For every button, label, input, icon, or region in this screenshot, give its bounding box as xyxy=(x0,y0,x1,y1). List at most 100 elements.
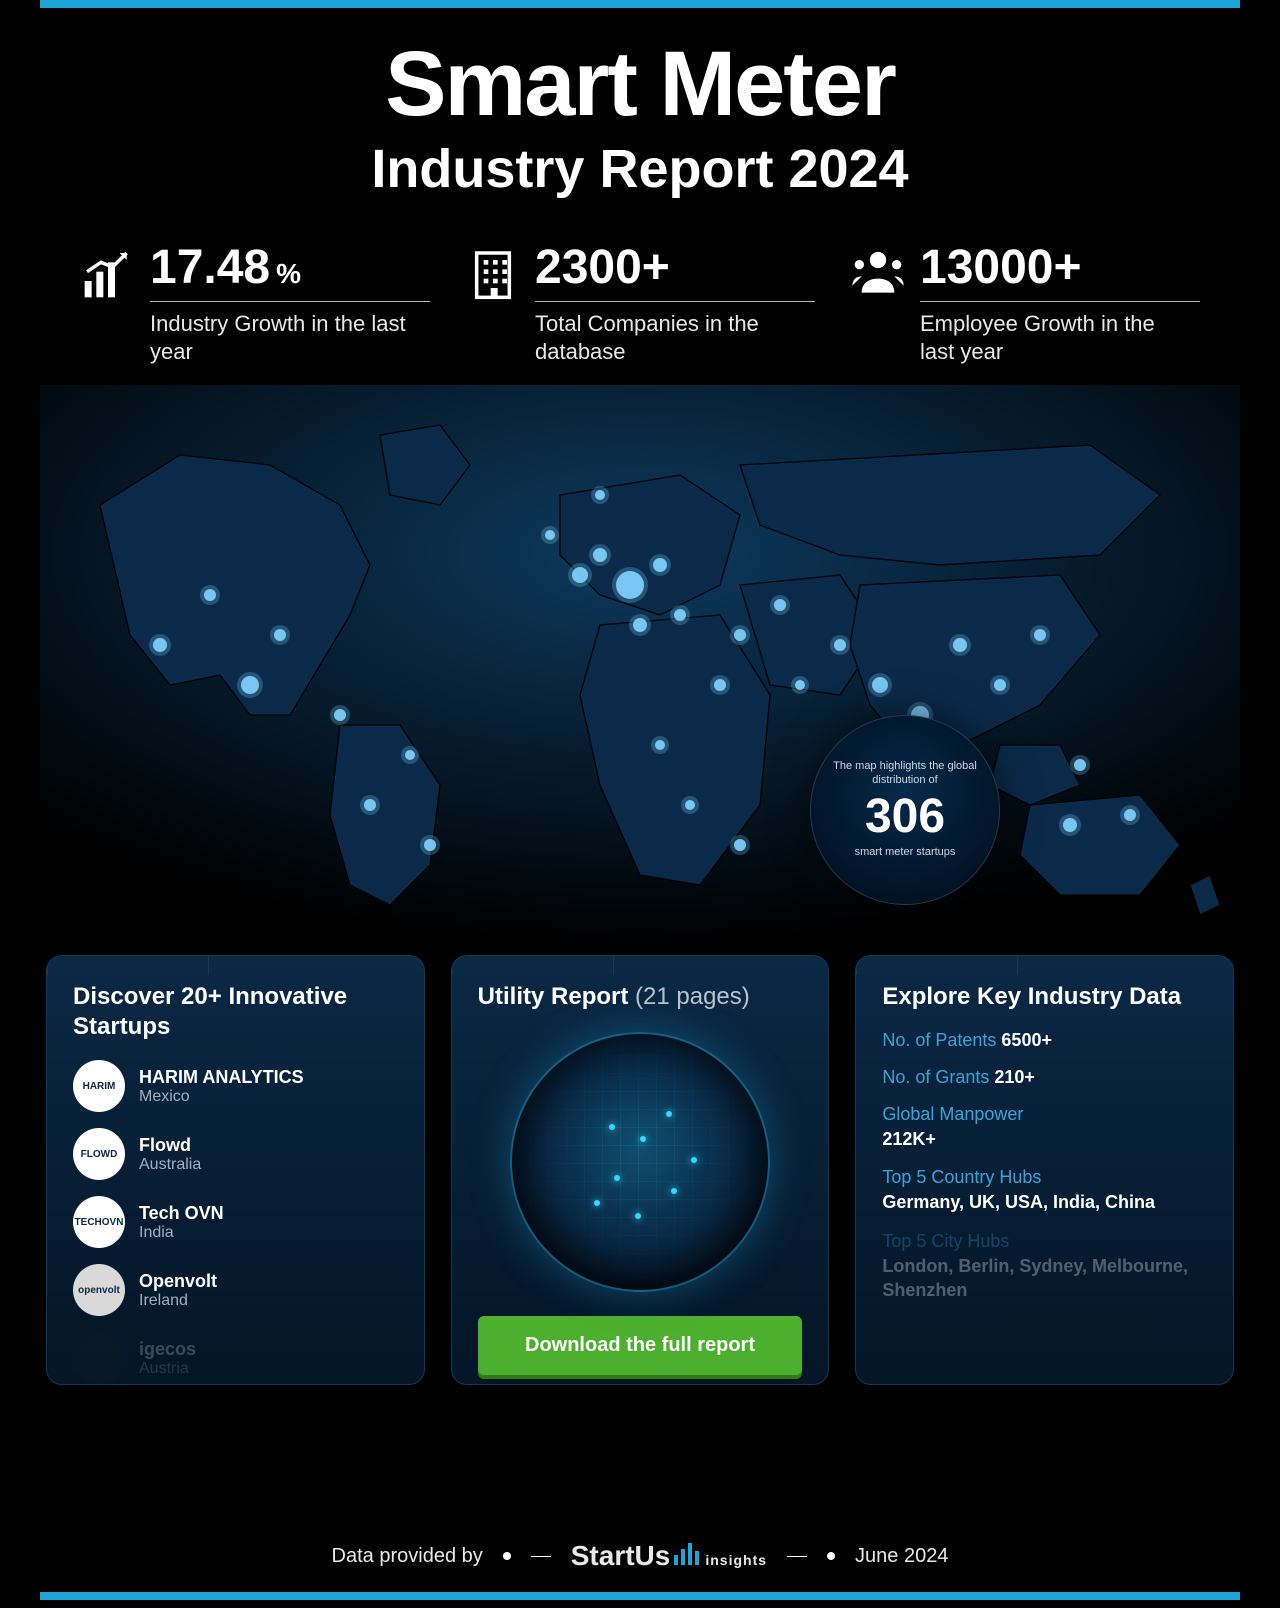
card-utility-report: Utility Report (21 pages) Download the f… xyxy=(451,955,830,1385)
card-startups: Discover 20+ Innovative Startups HARIMHA… xyxy=(46,955,425,1385)
startup-item[interactable]: openvoltOpenvoltIreland xyxy=(73,1264,398,1316)
map-dot xyxy=(1034,629,1046,641)
top-accent-bar xyxy=(40,0,1240,8)
brand-logo: StartUs insights xyxy=(571,1540,767,1572)
map-dot xyxy=(774,599,786,611)
stat-employee-growth: 13000+ Employee Growth in the last year xyxy=(850,240,1200,365)
brand-bars-icon xyxy=(674,1543,699,1565)
map-dot xyxy=(655,740,665,750)
startup-item[interactable]: HARIM HARIM ANALYTICSMexico xyxy=(73,1060,398,1112)
map-dot xyxy=(405,750,415,760)
map-dot xyxy=(1063,818,1077,832)
world-map: The map highlights the global distributi… xyxy=(40,385,1240,945)
title-subtitle: Industry Report 2024 xyxy=(40,138,1240,200)
stat-industry-growth: 17.48% Industry Growth in the last year xyxy=(80,240,430,365)
map-dot xyxy=(545,530,555,540)
industry-key: Top 5 City Hubs xyxy=(882,1231,1207,1252)
title-block: Smart Meter Industry Report 2024 xyxy=(40,38,1240,200)
startup-name: Openvolt xyxy=(139,1271,217,1292)
badge-bottom-text: smart meter startups xyxy=(855,846,956,860)
map-dot xyxy=(153,638,167,652)
map-dot xyxy=(674,609,686,621)
stats-row: 17.48% Industry Growth in the last year … xyxy=(40,240,1240,365)
stat-label: Employee Growth in the last year xyxy=(920,310,1180,365)
startup-item[interactable]: FLOWD FlowdAustralia xyxy=(73,1128,398,1180)
industry-key: Top 5 Country Hubs xyxy=(882,1167,1207,1188)
download-report-button[interactable]: Download the full report xyxy=(478,1316,803,1375)
industry-row: Global Manpower212K+ xyxy=(882,1104,1207,1151)
card-title: Explore Key Industry Data xyxy=(882,982,1207,1012)
industry-value: London, Berlin, Sydney, Melbourne, Shenz… xyxy=(882,1254,1207,1303)
map-dot xyxy=(204,589,216,601)
map-dot xyxy=(1124,809,1136,821)
card-title: Discover 20+ Innovative Startups xyxy=(73,982,398,1042)
startup-name: HARIM ANALYTICS xyxy=(139,1067,304,1088)
stat-value: 13000+ xyxy=(920,240,1082,295)
map-dot xyxy=(734,839,746,851)
map-dot xyxy=(1074,759,1086,771)
map-dot xyxy=(653,558,667,572)
map-dot xyxy=(593,548,607,562)
startup-list: HARIMHARIM ANALYTICSMexicoFLOWDFlowdAust… xyxy=(73,1060,398,1384)
footer-right: June 2024 xyxy=(855,1545,948,1568)
building-icon xyxy=(465,246,521,302)
industry-key: No. of Grants xyxy=(882,1067,994,1087)
startup-logo: FLOWD xyxy=(73,1128,125,1180)
industry-value: 6500+ xyxy=(1001,1030,1052,1050)
map-dot xyxy=(834,639,846,651)
startup-location: Australia xyxy=(139,1156,201,1174)
industry-value: Germany, UK, USA, India, China xyxy=(882,1190,1207,1214)
divider-dot xyxy=(503,1552,511,1560)
startup-name: Tech OVN xyxy=(139,1203,224,1224)
industry-value: 210+ xyxy=(994,1067,1035,1087)
divider-dash xyxy=(787,1556,807,1557)
startup-logo: TECHOVN xyxy=(73,1196,125,1248)
map-dot xyxy=(872,677,888,693)
badge-top-text: The map highlights the global distributi… xyxy=(823,760,987,788)
stat-label: Total Companies in the database xyxy=(535,310,795,365)
growth-chart-icon xyxy=(80,246,136,302)
map-dot xyxy=(734,629,746,641)
stat-total-companies: 2300+ Total Companies in the database xyxy=(465,240,815,365)
startup-item[interactable]: TECHOVNTech OVNIndia xyxy=(73,1196,398,1248)
map-dot xyxy=(633,618,647,632)
divider-dot xyxy=(827,1552,835,1560)
startup-name: Flowd xyxy=(139,1135,201,1156)
title-main: Smart Meter xyxy=(40,38,1240,130)
industry-row: Top 5 Country HubsGermany, UK, USA, Indi… xyxy=(882,1167,1207,1214)
people-icon xyxy=(850,246,906,302)
map-dot xyxy=(334,709,346,721)
map-dot xyxy=(953,638,967,652)
stat-label: Industry Growth in the last year xyxy=(150,310,410,365)
map-dot xyxy=(274,629,286,641)
stat-value: 17.48 xyxy=(150,240,270,295)
startup-item[interactable]: igecosAustria xyxy=(73,1332,398,1384)
divider-dash xyxy=(531,1556,551,1557)
world-map-svg xyxy=(40,385,1240,945)
startup-logo: openvolt xyxy=(73,1264,125,1316)
industry-row: No. of Patents 6500+ xyxy=(882,1030,1207,1051)
industry-row: No. of Grants 210+ xyxy=(882,1067,1207,1088)
map-count-badge: The map highlights the global distributi… xyxy=(810,715,1000,905)
industry-key: No. of Patents xyxy=(882,1030,1001,1050)
map-dot xyxy=(572,567,588,583)
brand-sub: insights xyxy=(705,1552,767,1568)
map-dot xyxy=(685,800,695,810)
footer-left: Data provided by xyxy=(332,1545,483,1568)
startup-logo xyxy=(73,1332,125,1384)
industry-data-list: No. of Patents 6500+ No. of Grants 210+ Gl… xyxy=(882,1030,1207,1302)
card-title: Utility Report (21 pages) xyxy=(478,982,803,1012)
badge-number: 306 xyxy=(865,789,945,844)
page-container: Smart Meter Industry Report 2024 17.48% … xyxy=(0,8,1280,1608)
map-dot xyxy=(616,571,644,599)
bottom-accent-bar xyxy=(40,1592,1240,1600)
startup-location: Austria xyxy=(139,1360,196,1378)
card-industry-data: Explore Key Industry Data No. of Patents… xyxy=(855,955,1234,1385)
startup-logo: HARIM xyxy=(73,1060,125,1112)
globe-visualization xyxy=(510,1032,770,1292)
stat-unit: % xyxy=(276,258,301,290)
startup-location: Mexico xyxy=(139,1088,304,1106)
map-dot xyxy=(364,799,376,811)
brand-name: StartUs xyxy=(571,1540,671,1572)
industry-value: 212K+ xyxy=(882,1127,1207,1151)
